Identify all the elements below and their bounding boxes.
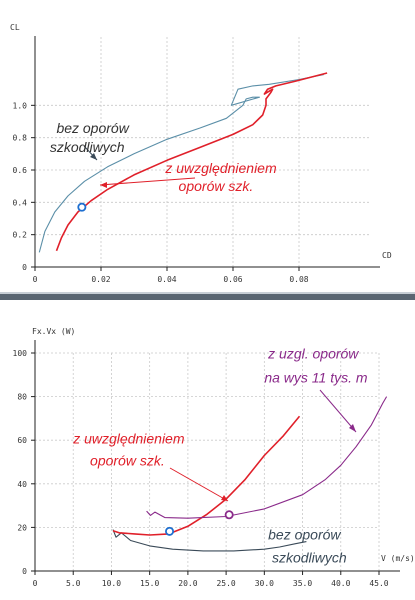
operating-point-marker-0 [165,526,175,536]
annotation-text: z uwzględnieniem [164,160,277,176]
panel-divider-highlight [0,292,415,294]
annotation-arrow-purple [319,389,357,433]
annotation-text: bez oporów [268,526,341,542]
x-axis-label: V (m/s) [381,554,415,563]
x-tick-label: 30.0 [255,579,274,588]
y-tick-label: 60 [17,436,27,445]
y-tick-label: 80 [17,393,27,402]
y-tick-label: 0 [22,263,27,272]
x-tick-label: 0 [33,579,38,588]
operating-point-marker [77,202,87,212]
y-tick-label: 0.4 [13,198,28,207]
annotation-arrow-red [99,177,196,186]
annotation-arrowhead-blue [90,153,97,160]
y-axis-label: CL [10,23,20,32]
x-tick-label: 40.0 [331,579,350,588]
y-tick-label: 100 [13,349,28,358]
y-axis-label: Fx.Vx (W) [32,327,75,336]
x-tick-label: 45.0 [369,579,388,588]
drag-polar-chart: 0 0.02 0.04 0.06 0.08 0 0.2 0.4 0.6 0.8 1.0 CL CD bez… [10,23,392,284]
annotation-text: szkodliwych [50,139,125,155]
annotation-text: oporów szk. [90,452,165,468]
annotation-text: na wys 11 tys. m [264,369,368,385]
series-line-2 [146,396,388,519]
x-tick-label: 25.0 [216,579,235,588]
y-tick-label: 1.0 [13,101,28,110]
y-tick-label: 0.2 [13,231,28,240]
annotation-text: szkodliwych [272,549,347,565]
x-tick-label: 15.0 [140,579,159,588]
x-tick-label: 0.02 [91,275,110,284]
x-tick-label: 0 [33,275,38,284]
annotation-text: z uwzględnieniem [72,430,185,446]
series-line-0 [38,74,324,253]
x-tick-label: 10.0 [102,579,121,588]
x-tick-label: 0.06 [223,275,242,284]
x-tick-label: 0.04 [157,275,176,284]
annotation-text: bez oporów [56,120,129,136]
x-tick-label: 35.0 [293,579,312,588]
power-vs-velocity-chart: 0 5.0 10.0 15.0 20.0 25.0 30.0 35.0 40.0 45.0 0 20 4… [13,327,415,588]
x-axis-label: CD [382,251,392,260]
x-tick-label: 0.08 [289,275,308,284]
x-tick-label: 5.0 [66,579,81,588]
panel-divider [0,294,415,300]
y-tick-label: 0 [22,567,27,576]
y-tick-label: 20 [17,523,27,532]
series-line-1 [112,415,301,536]
y-tick-label: 0.8 [13,134,28,143]
annotation-arrowhead-purple [349,424,356,432]
operating-point-marker-1 [224,510,234,520]
x-tick-label: 20.0 [178,579,197,588]
annotation-arrowhead-red [100,182,107,188]
y-tick-label: 0.6 [13,166,28,175]
annotation-arrow-red [169,467,229,502]
annotation-arrowhead-red [221,495,228,501]
annotation-text: oporów szk. [179,178,254,194]
annotation-text: z uzgl. oporów [267,345,359,361]
y-tick-label: 40 [17,480,27,489]
